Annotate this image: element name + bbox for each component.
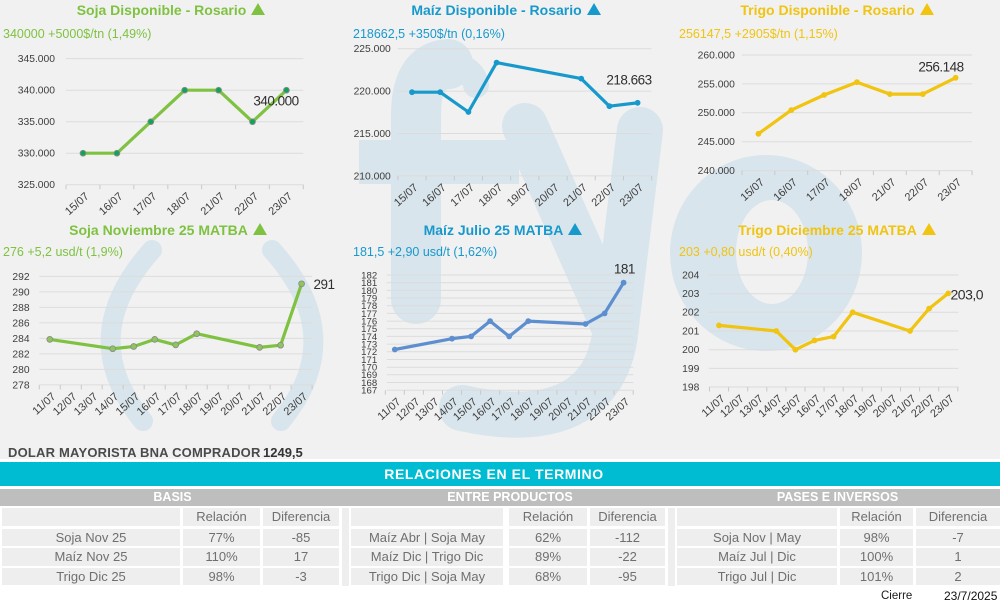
svg-text:204: 204 [682,270,699,281]
svg-text:176: 176 [361,317,377,328]
svg-text:215.000: 215.000 [354,129,391,140]
svg-text:218.663: 218.663 [606,73,651,88]
svg-text:15/07: 15/07 [63,191,91,218]
svg-text:171: 171 [361,355,377,366]
svg-text:245.000: 245.000 [698,137,735,148]
svg-text:280: 280 [12,365,29,376]
svg-text:203: 203 [682,289,699,300]
svg-text:291: 291 [314,277,335,292]
svg-text:17/07: 17/07 [131,191,159,218]
svg-text:170: 170 [361,363,377,374]
svg-text:220.000: 220.000 [354,87,391,98]
svg-text:168: 168 [361,378,377,389]
svg-text:340.000: 340.000 [18,86,55,97]
svg-text:260.000: 260.000 [698,50,735,61]
svg-text:203,0: 203,0 [951,287,984,303]
svg-text:16/07: 16/07 [97,191,125,218]
svg-text:169: 169 [361,370,377,381]
svg-text:256.148: 256.148 [918,60,963,75]
svg-text:325.000: 325.000 [18,180,55,191]
svg-text:201: 201 [682,326,699,337]
svg-text:284: 284 [12,334,29,345]
svg-text:199: 199 [682,364,699,375]
svg-text:250.000: 250.000 [698,108,735,119]
svg-text:225.000: 225.000 [354,44,391,55]
svg-text:174: 174 [361,332,378,343]
svg-text:288: 288 [12,303,29,314]
svg-text:23/07: 23/07 [936,176,964,203]
svg-text:282: 282 [12,349,29,360]
svg-text:18/07: 18/07 [477,182,505,209]
svg-text:290: 290 [12,287,29,298]
svg-text:22/07: 22/07 [233,191,261,218]
svg-text:17/07: 17/07 [448,182,476,209]
svg-text:335.000: 335.000 [18,117,55,128]
svg-text:330.000: 330.000 [18,149,55,160]
svg-text:210.000: 210.000 [354,171,391,182]
svg-text:181: 181 [361,278,377,289]
svg-text:182: 182 [361,270,377,281]
svg-text:340.000: 340.000 [253,94,298,109]
svg-text:172: 172 [361,347,377,358]
svg-text:18/07: 18/07 [837,176,865,203]
svg-text:278: 278 [12,380,29,391]
svg-text:179: 179 [361,293,377,304]
svg-text:175: 175 [361,324,377,335]
svg-text:18/07: 18/07 [165,191,193,218]
svg-text:200: 200 [682,345,699,356]
svg-text:177: 177 [361,309,377,320]
svg-text:173: 173 [361,340,377,351]
svg-text:202: 202 [682,308,699,319]
svg-text:23/07: 23/07 [266,191,294,218]
svg-text:21/07: 21/07 [870,176,898,203]
svg-text:167: 167 [361,386,377,397]
svg-text:178: 178 [361,301,377,312]
svg-text:21/07: 21/07 [199,191,227,218]
svg-text:240.000: 240.000 [698,166,735,177]
svg-text:345.000: 345.000 [18,54,55,65]
svg-text:198: 198 [682,382,699,393]
svg-text:292: 292 [12,272,29,283]
svg-text:255.000: 255.000 [698,79,735,90]
svg-text:180: 180 [361,286,377,297]
svg-text:286: 286 [12,318,29,329]
svg-text:22/07: 22/07 [903,176,931,203]
svg-text:181: 181 [614,262,635,277]
